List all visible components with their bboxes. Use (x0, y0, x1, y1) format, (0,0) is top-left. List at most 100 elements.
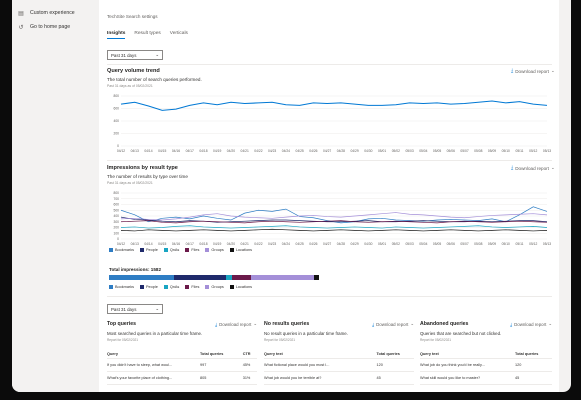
query-volume-download-button[interactable]: ⤓ Download report ⌄ (511, 68, 555, 74)
download-icon: ⤓ (215, 321, 218, 327)
x-tick-label: 05/06 (447, 242, 455, 246)
x-tick-label: 04/17 (186, 242, 194, 246)
x-tick-label: 04/27 (323, 149, 331, 153)
x-tick-label: 04/12 (117, 242, 125, 246)
app-window: ▤ Custom experience ↺ Go to home page Te… (12, 0, 571, 392)
x-tick-label: 04/28 (337, 242, 345, 246)
card-title: Top queries (107, 321, 137, 327)
divider (107, 296, 552, 297)
column-header[interactable]: Total queries (376, 350, 414, 359)
table-header-row: Query text Total queries (264, 350, 414, 359)
lower-date-range-dropdown[interactable]: Past 31 days ⌄ (107, 304, 163, 314)
tab-result-types[interactable]: Result types (134, 31, 161, 36)
table-row[interactable]: What fictional place would you most l...… (264, 358, 414, 372)
x-tick-label: 04/18 (199, 242, 207, 246)
table-row[interactable]: What job would you be terrible at? 45 (264, 371, 414, 385)
legend-swatch (109, 248, 113, 252)
x-tick-label: 04/19 (213, 242, 221, 246)
table-cell: 997 (200, 358, 243, 372)
legend-item: Bookmarks (109, 248, 134, 252)
x-tick-label: 04/20 (227, 242, 235, 246)
x-tick-label: 04/22 (254, 242, 262, 246)
stack-segment (314, 275, 319, 280)
legend-swatch (109, 285, 113, 289)
column-header[interactable]: Query text (420, 350, 516, 359)
table-row[interactable]: What's your favorite place of clothing..… (107, 371, 257, 385)
series-line (120, 225, 548, 229)
query-volume-chart: 0 200 400 600 800 04/12 04/13 04/14 04/15 04/16 04… (113, 94, 551, 153)
table-row[interactable]: What skill would you like to master? 45 (420, 371, 552, 385)
series-line (120, 206, 548, 224)
legend-label: Locations (235, 248, 253, 252)
x-tick-label: 05/01 (378, 242, 386, 246)
y-tick-label: 400 (113, 119, 119, 123)
legend-label: Groups (211, 285, 224, 289)
sidebar: ▤ Custom experience ↺ Go to home page (12, 0, 99, 392)
chevron-down-icon: ⌄ (253, 321, 257, 326)
x-tick-label: 05/13 (543, 149, 551, 153)
series-line (120, 212, 548, 221)
stack-segment (109, 275, 174, 280)
table-cell: What job would you be terrible at? (264, 371, 377, 385)
x-tick-label: 05/10 (502, 242, 510, 246)
abandoned-queries-table: Query text Total queries What job do you… (420, 350, 552, 385)
card-title: No results queries (264, 321, 310, 327)
query-volume-title: Query volume trend (107, 68, 160, 74)
query-volume-subtitle: The total number of search queries perfo… (107, 77, 202, 82)
y-tick-label: 400 (113, 214, 119, 218)
table-cell: What job do you think you'd be really... (420, 358, 516, 372)
legend-label: People (146, 285, 158, 289)
divider (107, 64, 552, 65)
x-tick-label: 04/27 (323, 242, 331, 246)
column-header[interactable]: Query (107, 350, 200, 359)
x-tick-label: 04/23 (268, 242, 276, 246)
abandoned-download-button[interactable]: ⤓ Download report ⌄ (510, 321, 552, 327)
y-tick-label: 0 (117, 144, 119, 148)
legend-item: Groups (205, 285, 224, 289)
x-tick-label: 04/24 (282, 242, 290, 246)
table-cell: 45% (242, 358, 257, 372)
legend-item: People (140, 248, 158, 252)
x-tick-label: 04/13 (131, 242, 139, 246)
date-range-dropdown[interactable]: Past 31 days ⌄ (107, 50, 163, 60)
x-tick-label: 04/26 (309, 242, 317, 246)
column-header[interactable]: Total queries (515, 350, 552, 359)
x-tick-label: 05/02 (392, 149, 400, 153)
column-header[interactable]: Query text (264, 350, 377, 359)
tab-insights[interactable]: Insights (107, 31, 126, 39)
scrollbar[interactable] (565, 0, 569, 392)
table-row[interactable]: If you didn't have to sleep, what woul..… (107, 358, 257, 372)
x-tick-label: 05/12 (529, 149, 537, 153)
x-tick-label: 05/02 (392, 242, 400, 246)
legend-item: Locations (229, 285, 252, 289)
y-tick-label: 100 (113, 231, 119, 235)
breadcrumb[interactable]: TechSite Search settings (107, 14, 158, 19)
x-tick-label: 05/05 (433, 242, 441, 246)
x-tick-label: 05/05 (433, 149, 441, 153)
sidebar-item-label: Custom experience (30, 10, 75, 16)
column-header[interactable]: CTR (242, 350, 257, 359)
table-cell: 45 (515, 371, 552, 385)
legend-label: People (146, 248, 158, 252)
card-title: Abandoned queries (420, 321, 469, 327)
impressions-download-button[interactable]: ⤓ Download report ⌄ (511, 165, 555, 171)
card-subtitle: No result queries in a particular time f… (264, 331, 348, 336)
sidebar-item-home-page[interactable]: ↺ Go to home page (12, 20, 99, 34)
stack-segment (225, 275, 232, 280)
sidebar-item-custom-experience[interactable]: ▤ Custom experience (12, 6, 99, 20)
top-queries-download-button[interactable]: ⤓ Download report ⌄ (215, 321, 257, 327)
no-results-download-button[interactable]: ⤓ Download report ⌄ (372, 321, 414, 327)
tab-bar: Insights Result types Verticals (107, 31, 188, 39)
legend-item: Files (185, 248, 199, 252)
x-tick-label: 04/16 (172, 242, 180, 246)
table-cell: If you didn't have to sleep, what woul..… (107, 358, 200, 372)
stack-segment (173, 275, 226, 280)
column-header[interactable]: Total queries (200, 350, 243, 359)
table-header-row: Query text Total queries (420, 350, 552, 359)
download-icon: ⤓ (372, 321, 375, 327)
x-tick-label: 04/16 (172, 149, 180, 153)
x-tick-label: 05/12 (529, 242, 537, 246)
table-row[interactable]: What job do you think you'd be really...… (420, 358, 552, 372)
tab-verticals[interactable]: Verticals (169, 31, 188, 36)
